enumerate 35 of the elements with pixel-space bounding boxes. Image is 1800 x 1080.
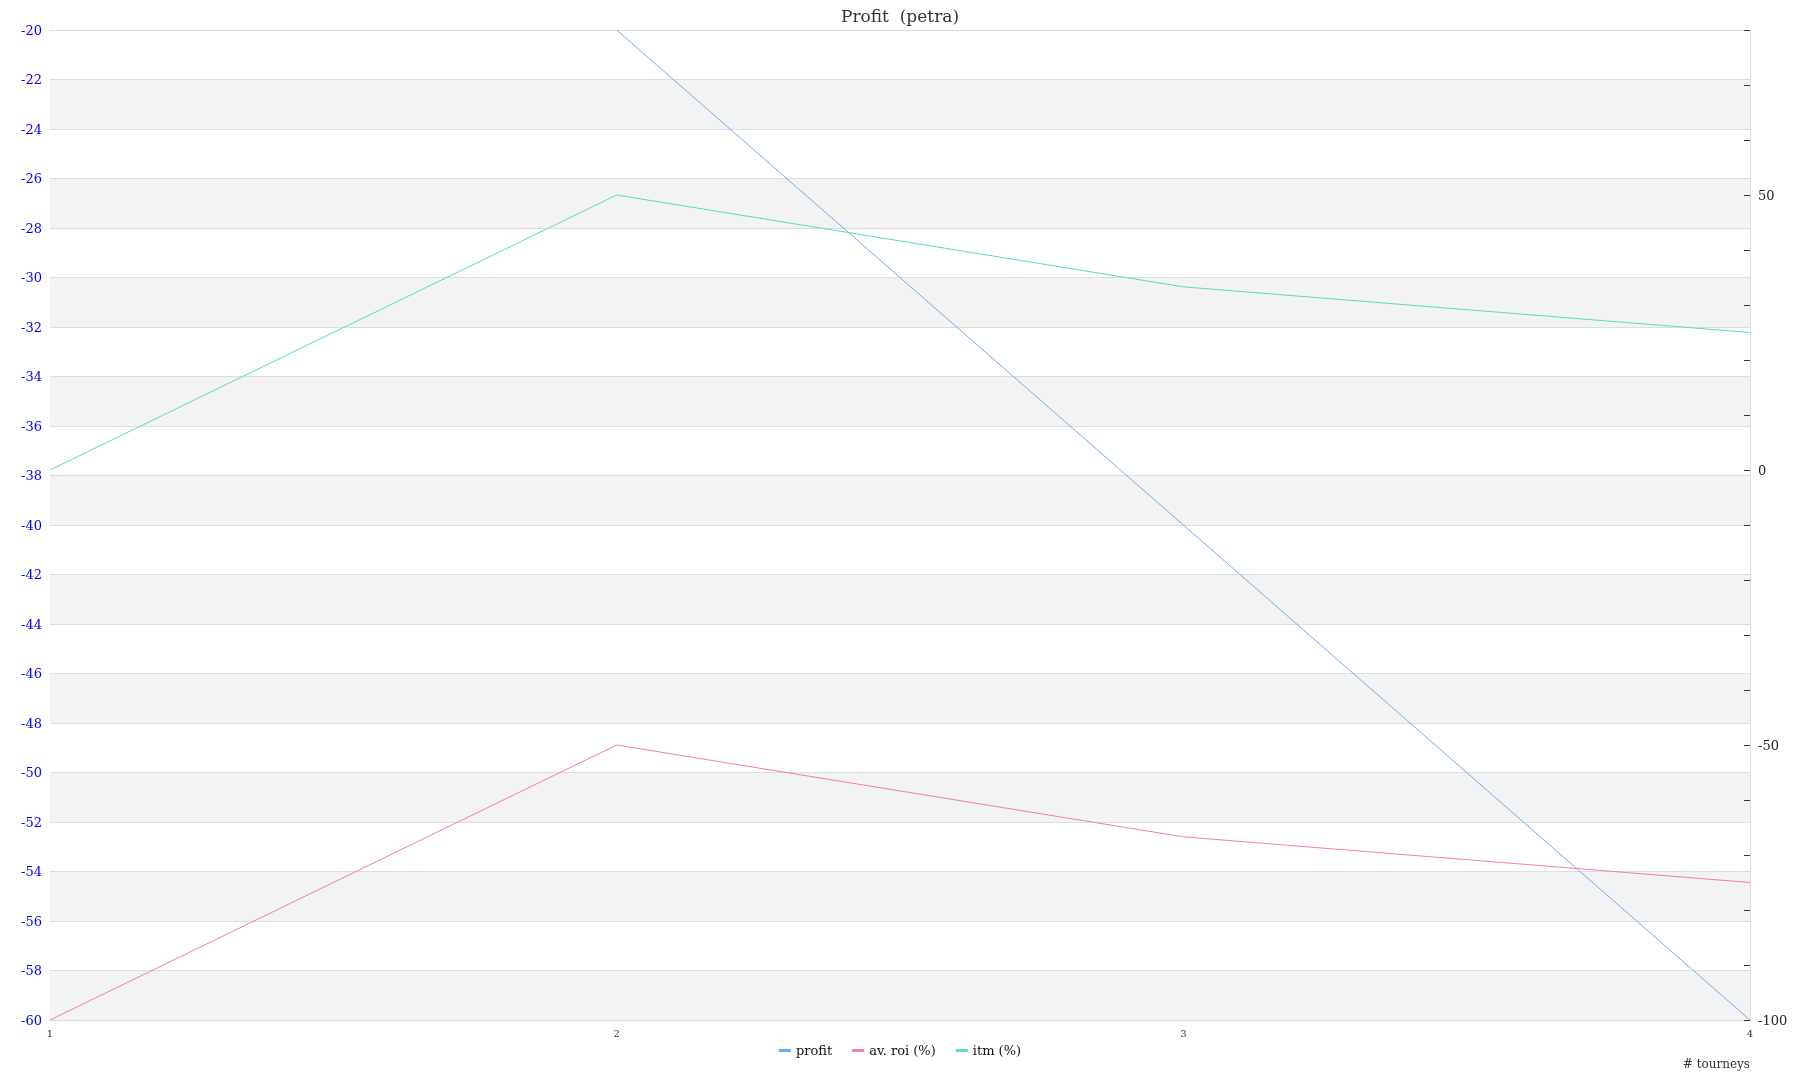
x-tick-label: 4: [1746, 1027, 1754, 1039]
y-tick-label: -20: [21, 22, 42, 38]
y-tick-label: -48: [21, 715, 42, 731]
y2-tick-label: 0: [1758, 462, 1767, 478]
legend-label: profit: [795, 1043, 833, 1058]
y-tick-label: -40: [21, 517, 42, 533]
y2-tick-label: 50: [1758, 187, 1775, 203]
y2-tick-label: -50: [1758, 737, 1779, 753]
y2-tick-label: -100: [1758, 1012, 1788, 1028]
y-tick-label: -54: [21, 864, 42, 879]
y-tick-label: -38: [21, 468, 42, 483]
y-tick-label: -28: [21, 220, 42, 236]
y-tick-label: -58: [21, 963, 42, 978]
y-tick-label: -46: [21, 666, 42, 681]
line-series: [49, 194, 1751, 471]
y-tick-label: -50: [21, 765, 42, 780]
y-tick-label: -56: [21, 913, 42, 929]
x-tick-label: 2: [613, 1027, 620, 1039]
y-tick-label: -36: [21, 418, 42, 434]
y-tick-label: -32: [21, 319, 42, 335]
chart-title: Profit (petra): [840, 5, 960, 26]
x-axis-title: # tourneys: [1682, 1057, 1750, 1071]
y-tick-label: -52: [21, 814, 42, 830]
y-tick-label: -26: [21, 171, 42, 186]
y-tick-label: -44: [21, 616, 42, 632]
y-tick-label: -42: [21, 567, 42, 582]
y-tick-label: -22: [21, 72, 42, 87]
y-tick-label: -24: [21, 121, 42, 137]
y-tick-label: -34: [21, 369, 42, 384]
legend-label: itm (%): [972, 1043, 1022, 1058]
x-tick-label: 3: [1180, 1027, 1187, 1039]
y-tick-label: -30: [21, 270, 42, 285]
y-tick-label: -60: [21, 1012, 42, 1028]
legend-label: av. roi (%): [869, 1043, 936, 1058]
x-tick-label: 1: [46, 1027, 54, 1039]
